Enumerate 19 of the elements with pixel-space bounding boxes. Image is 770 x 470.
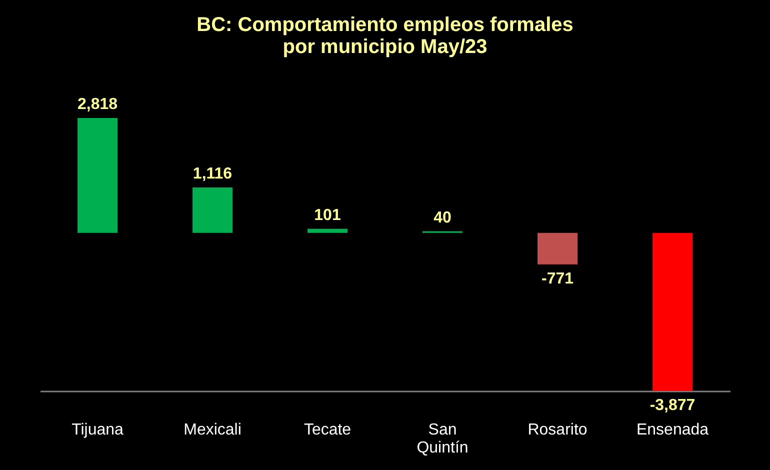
- x-tick-label: Tijuana: [72, 422, 124, 438]
- x-tick-label: Rosarito: [528, 422, 588, 438]
- x-tick-label: Ensenada: [636, 422, 709, 438]
- bar: [308, 228, 348, 233]
- data-label: 1,116: [192, 165, 232, 182]
- data-label: -771: [541, 270, 574, 288]
- data-label: 2,818: [77, 96, 118, 113]
- bar: [192, 187, 232, 233]
- x-tick-label: Tecate: [304, 422, 352, 438]
- data-label: 40: [434, 209, 452, 226]
- bar: [538, 232, 578, 264]
- bar: [652, 232, 692, 391]
- data-label: -3,877: [650, 397, 696, 414]
- x-tick-label: San Quintín: [416, 422, 468, 456]
- text: por municipio May/23: [282, 36, 488, 58]
- text: BC: Comportamiento empleos formales: [196, 14, 574, 36]
- data-label: 101: [314, 206, 341, 224]
- x-tick-label: Mexicali: [184, 422, 242, 438]
- bar: [78, 118, 118, 233]
